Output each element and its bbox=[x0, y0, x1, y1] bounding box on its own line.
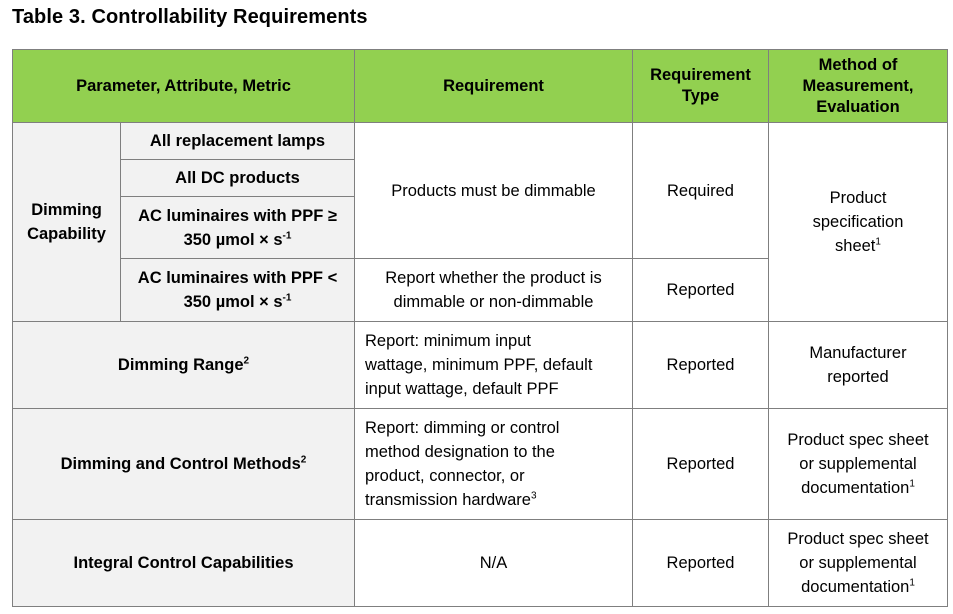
table-row: AC luminaires with PPF < 350 µmol × s-1 … bbox=[13, 258, 948, 322]
controllability-table: Parameter, Attribute, Metric Requirement… bbox=[12, 49, 948, 607]
sub-ac-ppf-lt-350: AC luminaires with PPF < 350 µmol × s-1 bbox=[120, 258, 355, 322]
requirement-control-methods: Report: dimming or control method design… bbox=[354, 408, 633, 520]
method-spec-sheet-supplemental: Product spec sheet or supplemental docum… bbox=[768, 408, 948, 520]
sub-all-replacement-lamps: All replacement lamps bbox=[120, 122, 355, 160]
type-reported: Reported bbox=[632, 258, 769, 322]
header-requirement-type: Requirement Type bbox=[632, 49, 769, 123]
table-row: AC luminaires with PPF ≥ 350 µmol × s-1 bbox=[13, 196, 948, 259]
method-product-spec-sheet: Product specification sheet1 bbox=[768, 122, 948, 322]
table-row: Integral Control Capabilities N/A Report… bbox=[12, 519, 948, 607]
sub-all-dc-products: All DC products bbox=[120, 159, 355, 197]
type-reported: Reported bbox=[632, 408, 769, 520]
method-manufacturer-reported: Manufacturer reported bbox=[768, 321, 948, 409]
header-method: Method of Measurement, Evaluation bbox=[768, 49, 948, 123]
type-reported: Reported bbox=[632, 321, 769, 409]
header-parameter: Parameter, Attribute, Metric bbox=[12, 49, 355, 123]
table-row: All DC products bbox=[13, 159, 948, 197]
method-spec-sheet-supplemental: Product spec sheet or supplemental docum… bbox=[768, 519, 948, 607]
dimming-capability-label: Dimming Capability bbox=[12, 122, 121, 322]
type-reported: Reported bbox=[632, 519, 769, 607]
table-row: Dimming Range2 Report: minimum input wat… bbox=[12, 321, 948, 409]
requirement-dimming-range: Report: minimum input wattage, minimum P… bbox=[354, 321, 633, 409]
requirement-report-dimmable: Report whether the product is dimmable o… bbox=[354, 258, 633, 322]
header-row: Parameter, Attribute, Metric Requirement… bbox=[12, 49, 948, 123]
requirement-dimmable: Products must be dimmable bbox=[354, 122, 633, 259]
requirement-na: N/A bbox=[354, 519, 633, 607]
type-required: Required bbox=[632, 122, 769, 259]
control-methods-label: Dimming and Control Methods2 bbox=[12, 408, 355, 520]
dimming-range-label: Dimming Range2 bbox=[12, 321, 355, 409]
table-row: Dimming and Control Methods2 Report: dim… bbox=[12, 408, 948, 520]
table-row: Dimming Capability All replacement lamps… bbox=[12, 122, 948, 322]
sub-ac-ppf-ge-350: AC luminaires with PPF ≥ 350 µmol × s-1 bbox=[120, 196, 355, 259]
integral-control-label: Integral Control Capabilities bbox=[12, 519, 355, 607]
table-title: Table 3. Controllability Requirements bbox=[12, 6, 368, 28]
header-requirement: Requirement bbox=[354, 49, 633, 123]
